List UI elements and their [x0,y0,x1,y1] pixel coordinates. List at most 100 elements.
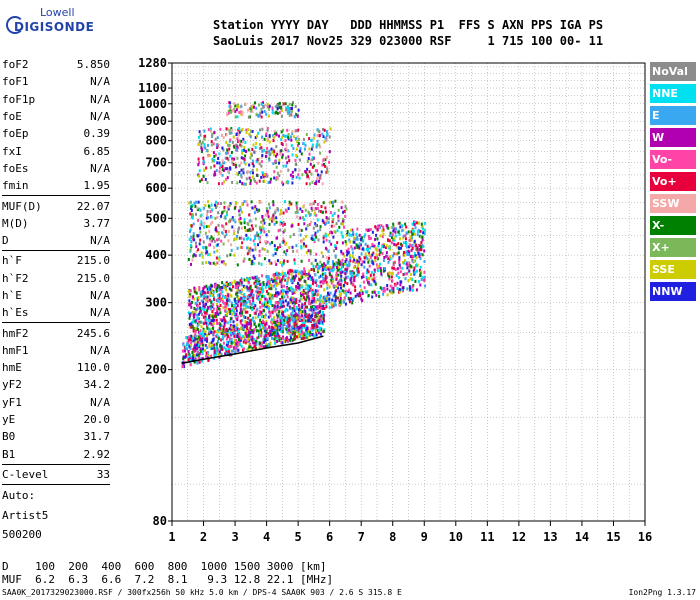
data-point [268,202,270,206]
data-point [326,259,329,263]
data-point [296,325,299,329]
data-point [221,173,224,177]
data-point [201,292,204,296]
data-point [278,111,281,115]
data-point [287,168,290,172]
data-point [245,233,248,237]
data-point [267,344,270,348]
param-separator [2,250,110,252]
data-point [294,337,297,341]
data-point [390,291,393,295]
data-point [375,253,378,257]
data-point [421,253,424,257]
data-point [229,293,232,297]
data-point [294,324,296,328]
data-point [215,200,218,204]
data-point [311,143,314,147]
data-point [236,344,239,348]
data-point [240,292,243,296]
data-point [243,325,246,329]
data-point [215,283,217,287]
data-point [189,357,191,361]
param-name: M(D) [2,216,29,230]
data-point [320,327,323,331]
data-point [238,328,240,331]
data-point [240,226,243,230]
data-point [195,212,197,216]
data-point [235,326,237,330]
data-point [216,249,219,253]
data-point [377,244,380,248]
data-point [322,300,325,304]
data-point [322,220,325,224]
data-point [259,322,262,326]
data-point [371,253,374,257]
data-point [198,207,201,211]
data-point [205,311,208,315]
data-point [284,309,286,313]
data-point [194,290,197,294]
data-point [310,202,313,206]
data-point [211,159,214,163]
data-point [296,208,299,212]
data-point [300,270,303,274]
data-point [399,280,402,284]
data-point [251,318,254,322]
data-point [194,308,197,312]
x-tick-label: 5 [295,530,302,544]
data-point [199,292,202,296]
data-point [209,314,212,317]
param-row: D N/A [2,232,110,249]
data-point [305,251,308,255]
footer-info: SAA0K_2017329023000.RSF / 300fx256h 50 k… [2,588,402,597]
data-point [303,295,305,299]
data-point [238,226,240,230]
data-point [318,298,320,302]
data-point [268,149,271,153]
data-point [249,290,252,294]
data-point [336,296,339,300]
data-point [240,168,243,172]
data-point [244,323,247,327]
data-point [364,242,367,246]
data-point [364,252,367,256]
data-point [256,290,259,294]
data-point [323,313,326,317]
data-point [349,297,352,300]
data-point [398,261,401,264]
data-point [374,256,377,260]
data-point [345,263,348,267]
data-point [320,306,322,310]
data-point [229,202,232,206]
data-point [334,199,337,203]
data-point [302,336,305,340]
data-point [303,270,306,273]
data-point [302,271,305,275]
data-point [253,322,256,326]
data-point [299,310,302,314]
data-point [328,271,331,275]
data-point [211,293,214,297]
data-point [247,337,250,341]
data-point [263,257,266,261]
data-point [281,321,284,324]
data-point [247,115,250,119]
data-point [226,167,229,171]
data-point [233,107,236,111]
data-point [338,267,341,271]
legend-item: SSW [650,194,696,213]
data-point [332,218,335,222]
data-point [301,210,304,213]
data-point [217,156,220,160]
data-point [275,165,278,169]
data-point [233,304,236,308]
data-point [182,362,185,366]
data-point [316,134,319,137]
data-point [345,293,348,297]
data-point [261,215,264,219]
data-point [235,237,238,241]
data-point [286,308,289,312]
data-point [254,311,257,315]
data-point [217,352,220,356]
data-point [299,308,302,312]
